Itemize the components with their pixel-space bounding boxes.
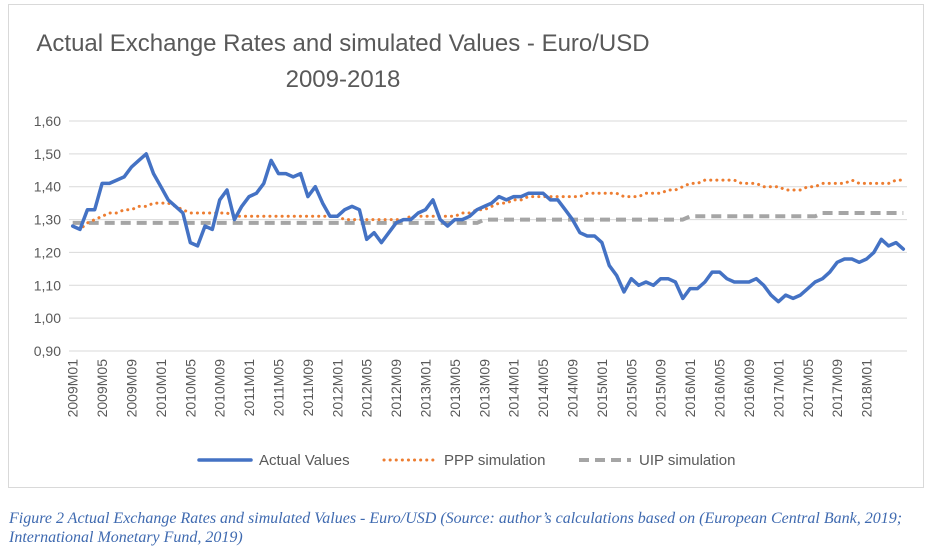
grid (69, 120, 907, 352)
x-tick-label: 2013M09 (476, 359, 492, 418)
y-tick-label: 1,50 (34, 146, 61, 162)
x-tick-label: 2013M05 (447, 359, 463, 418)
x-tick-label: 2011M09 (300, 359, 316, 417)
x-tick-label: 2016M05 (712, 359, 728, 418)
x-tick-label: 2018M01 (859, 359, 875, 418)
x-tick-label: 2010M01 (153, 359, 169, 418)
series-lines (70, 152, 906, 304)
chart-title: Actual Exchange Rates and simulated Valu… (36, 30, 649, 57)
y-tick-label: 1,00 (34, 310, 61, 326)
x-tick-label: 2017M01 (770, 359, 786, 418)
x-tick-label: 2012M05 (359, 359, 375, 418)
y-tick-label: 1,60 (34, 113, 61, 129)
x-tick-label: 2010M09 (212, 359, 228, 418)
x-tick-label: 2011M01 (241, 359, 257, 417)
legend-label: UIP simulation (639, 452, 735, 469)
x-tick-label: 2009M01 (65, 359, 81, 418)
x-tick-label: 2012M01 (329, 359, 345, 418)
y-tick-label: 1,40 (34, 179, 61, 195)
x-tick-label: 2013M01 (418, 359, 434, 418)
legend-label: PPP simulation (444, 452, 545, 469)
x-tick-label: 2014M05 (535, 359, 551, 418)
y-tick-label: 0,90 (34, 343, 61, 359)
y-tick-label: 1,30 (34, 212, 61, 228)
x-tick-label: 2014M09 (565, 359, 581, 418)
x-tick-label: 2009M09 (123, 359, 139, 418)
x-tick-label: 2015M05 (623, 359, 639, 418)
x-tick-label: 2015M09 (653, 359, 669, 418)
x-tick-label: 2011M05 (271, 359, 287, 417)
x-tick-label: 2010M05 (182, 359, 198, 418)
x-axis-ticks: 2009M01 2009M05 2009M09 2010M01 2010M05 2010M… (65, 359, 875, 418)
chart-subtitle: 2009-2018 (286, 66, 401, 93)
x-tick-label: 2009M05 (94, 359, 110, 418)
x-tick-label: 2015M01 (594, 359, 610, 418)
line-chart: Actual Exchange Rates and simulated Valu… (34, 30, 907, 469)
legend: Actual Values PPP simulation UIP simulatio… (197, 452, 735, 469)
series-line-actual-values (70, 152, 906, 304)
x-tick-label: 2017M09 (829, 359, 845, 418)
series-line-ppp-simulation (71, 178, 905, 231)
y-tick-label: 1,10 (34, 277, 61, 293)
series-line-uip-simulation (72, 211, 904, 225)
x-tick-label: 2014M01 (506, 359, 522, 418)
x-tick-label: 2016M01 (682, 359, 698, 418)
x-tick-label: 2012M09 (388, 359, 404, 418)
figure-caption: Figure 2 Actual Exchange Rates and simul… (9, 510, 903, 546)
x-tick-label: 2017M05 (800, 359, 816, 418)
x-tick-label: 2016M09 (741, 359, 757, 418)
y-tick-label: 1,20 (34, 244, 61, 260)
y-axis-ticks: 0,90 1,00 1,10 1,20 1,30 1,40 1,50 1,60 (34, 113, 61, 359)
chart-frame: Actual Exchange Rates and simulated Valu… (8, 4, 924, 488)
legend-label: Actual Values (259, 452, 350, 469)
